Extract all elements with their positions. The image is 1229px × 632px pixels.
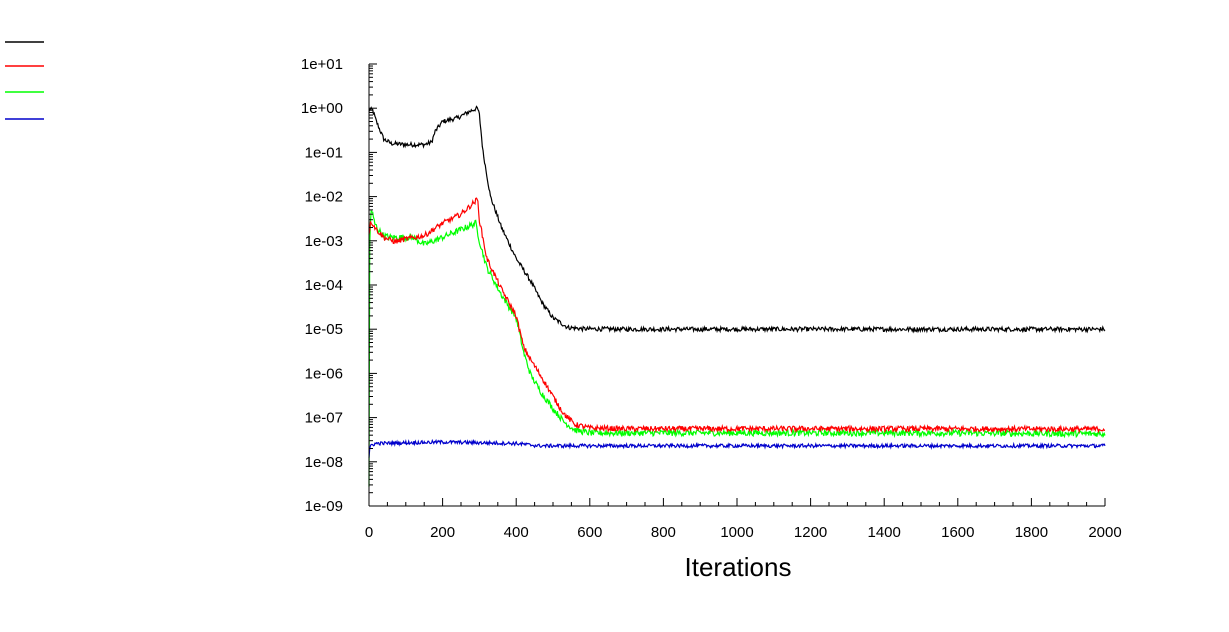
series-line-1 (368, 105, 1106, 334)
x-tick-label: 600 (577, 524, 602, 541)
y-tick-label: 1e-02 (305, 189, 343, 206)
x-tick-label: 200 (430, 524, 455, 541)
series-line-4 (368, 438, 1106, 458)
x-tick-label: 1000 (720, 524, 753, 541)
y-tick-label: 1e-09 (305, 498, 343, 515)
y-tick-label: 1e-08 (305, 454, 343, 471)
y-tick-label: 1e-04 (305, 277, 343, 294)
y-tick-label: 1e+01 (301, 56, 343, 73)
x-tick-label: 1800 (1015, 524, 1048, 541)
x-axis-title: Iterations (685, 552, 792, 582)
series-layer (368, 105, 1106, 487)
y-tick-label: 1e+00 (301, 100, 343, 117)
series-line-3 (368, 209, 1106, 487)
x-tick-label: 1200 (794, 524, 827, 541)
x-ticks: 0 200 400 600 800 1000 1200 1400 1600 1800 2000 (365, 498, 1122, 541)
x-tick-label: 1400 (868, 524, 901, 541)
x-tick-label: 1600 (941, 524, 974, 541)
y-tick-label: 1e-06 (305, 365, 343, 382)
y-tick-label: 1e-03 (305, 233, 343, 250)
x-tick-label: 400 (504, 524, 529, 541)
y-ticks: 1e+01 1e+00 1e-01 1e-02 1e-03 1e-04 1e-05 1e-06… (301, 56, 377, 515)
y-tick-label: 1e-05 (305, 321, 343, 338)
x-tick-label: 800 (651, 524, 676, 541)
series-line-2 (368, 197, 1106, 434)
x-tick-label: 2000 (1088, 524, 1121, 541)
legend (5, 41, 44, 120)
y-tick-label: 1e-07 (305, 410, 343, 427)
y-tick-label: 1e-01 (305, 144, 343, 161)
x-tick-label: 0 (365, 524, 373, 541)
